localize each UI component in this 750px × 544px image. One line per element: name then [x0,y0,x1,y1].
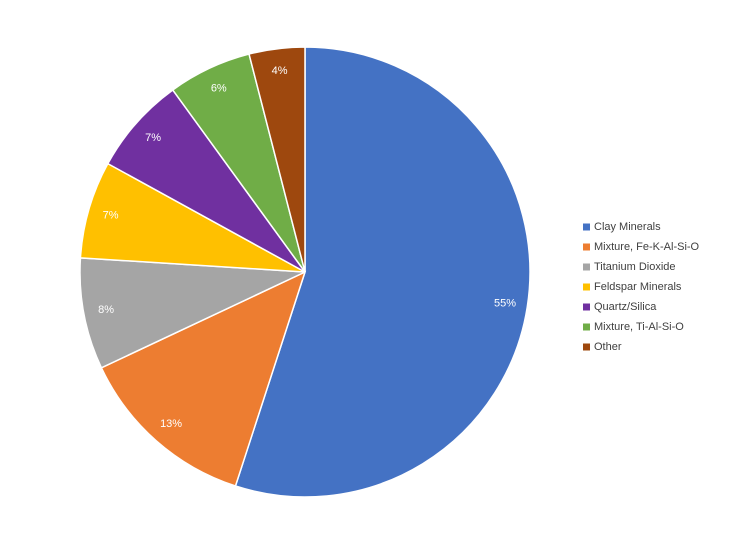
data-label: 8% [98,304,114,316]
legend-label: Mixture, Fe-K-Al-Si-O [594,241,700,253]
legend-marker [583,223,590,231]
pie-slice [100,270,307,487]
legend-marker [583,343,590,351]
data-label: 6% [211,83,227,95]
data-label: 4% [272,65,288,77]
legend-label: Clay Minerals [594,221,661,233]
legend-label: Other [594,341,622,353]
data-label: 7% [145,132,161,144]
legend-marker [583,323,590,331]
legend-label: Quartz/Silica [594,301,657,313]
legend-label: Mixture, Ti-Al-Si-O [594,321,684,333]
legend-label: Titanium Dioxide [594,261,676,273]
pie-slice [79,257,306,369]
pie-slice [234,46,531,498]
legend-marker [583,283,590,291]
pie-slice [248,46,306,273]
data-label: 13% [160,418,182,430]
data-label: 55% [494,298,516,310]
data-label: 7% [103,209,119,221]
legend-marker [583,303,590,311]
legend-marker [583,263,590,271]
legend-marker [583,243,590,251]
legend-label: Feldspar Minerals [594,281,682,293]
